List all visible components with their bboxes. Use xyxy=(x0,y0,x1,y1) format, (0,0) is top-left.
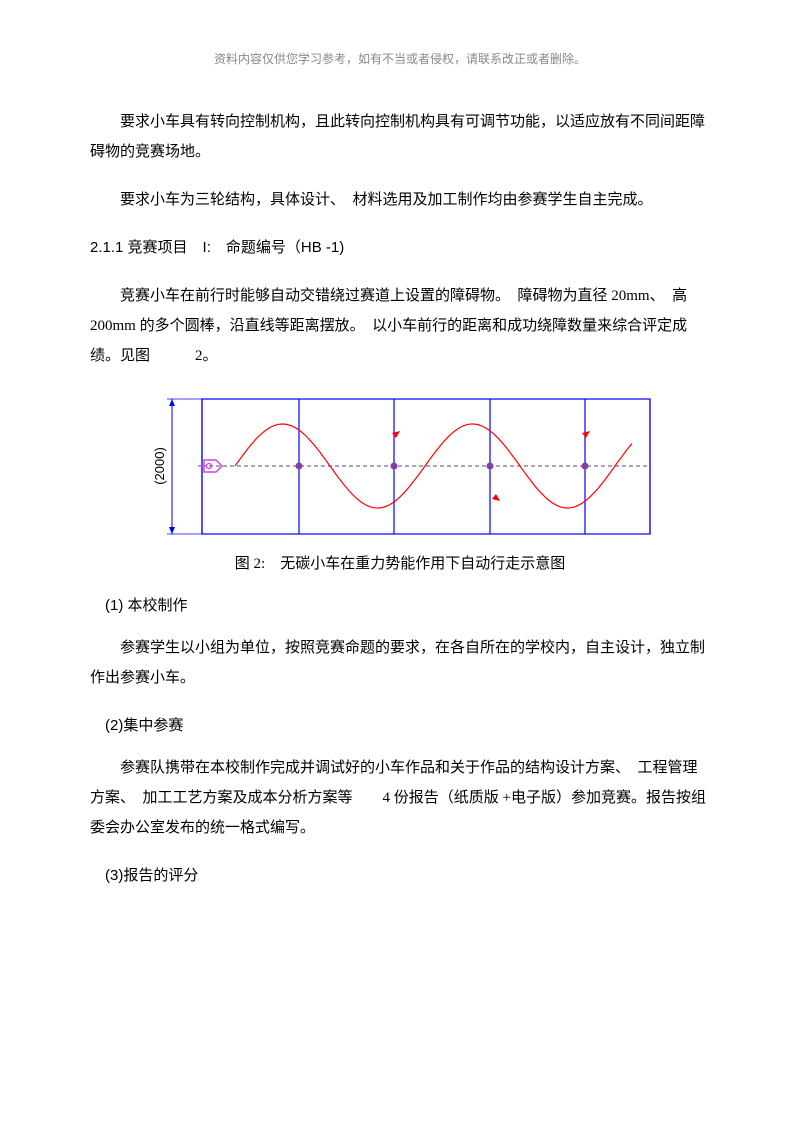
paragraph-competition-desc: 竞赛小车在前行时能够自动交错绕过赛道上设置的障碍物。 障碍物为直径 20mm、 … xyxy=(90,281,710,371)
section-title-211: 2.1.1 竞赛项目 I: 命题编号（HB -1) xyxy=(90,233,710,263)
figure-2-container: (2000) xyxy=(90,389,710,544)
svg-text:(2000): (2000) xyxy=(152,447,167,485)
paragraph-school-make: 参赛学生以小组为单位，按照竞赛命题的要求，在各自所在的学校内，自主设计，独立制作… xyxy=(90,633,710,693)
paragraph-centralized: 参赛队携带在本校制作完成并调试好的小车作品和关于作品的结构设计方案、 工程管理方… xyxy=(90,753,710,843)
subsection-1: (1) 本校制作 xyxy=(90,591,710,621)
paragraph-requirement-wheels: 要求小车为三轮结构，具体设计、 材料选用及加工制作均由参赛学生自主完成。 xyxy=(90,185,710,215)
subsection-2: (2)集中参赛 xyxy=(90,711,710,741)
paragraph-requirement-steering: 要求小车具有转向控制机构，且此转向控制机构具有可调节功能，以适应放有不同间距障碍… xyxy=(90,107,710,167)
figure-2-caption: 图 2: 无碳小车在重力势能作用下自动行走示意图 xyxy=(90,552,710,573)
subsection-3: (3)报告的评分 xyxy=(90,861,710,891)
figure-2-diagram: (2000) xyxy=(140,389,660,544)
page-header-note: 资料内容仅供您学习参考，如有不当或者侵权，请联系改正或者删除。 xyxy=(90,50,710,67)
